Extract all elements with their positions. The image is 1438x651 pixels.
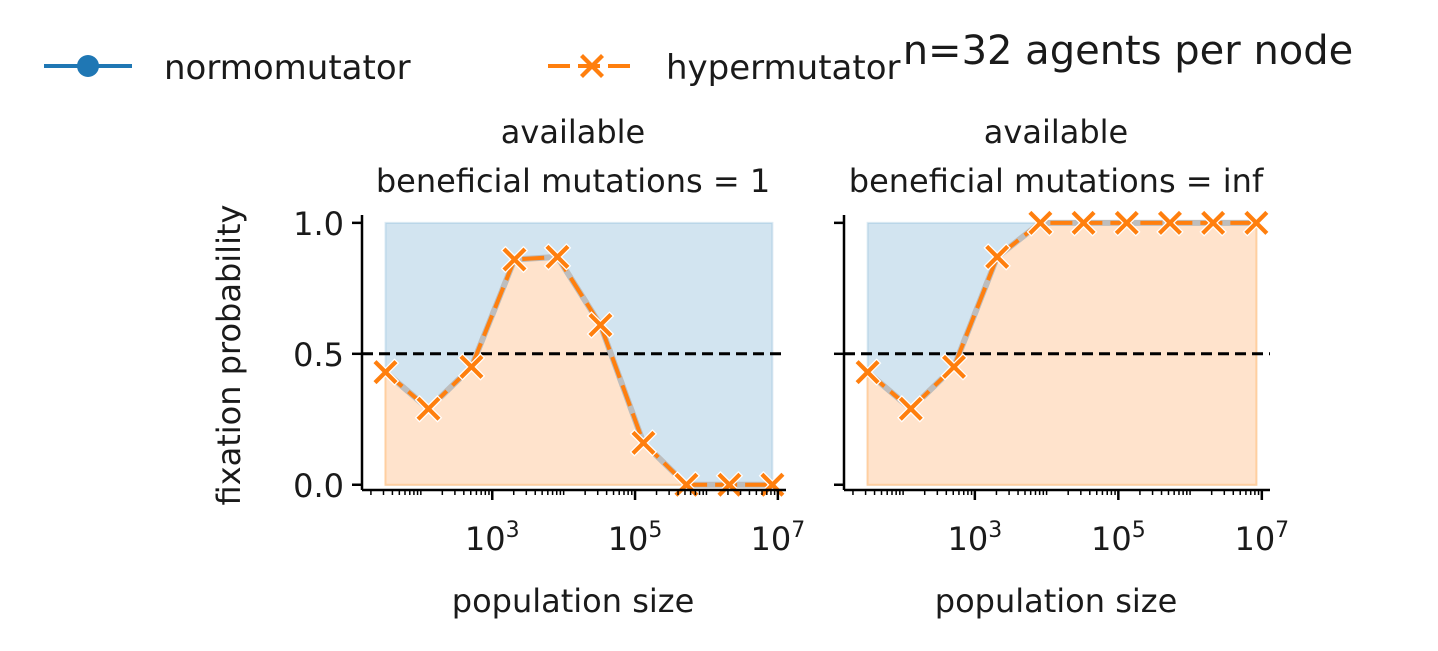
legend-label-hypermutator: hypermutator [666, 48, 901, 88]
panel-2-point-2 [940, 353, 968, 381]
panel-1-point-2 [457, 353, 486, 381]
panel-1: available beneficial mutations = 1 0.00.… [293, 113, 805, 620]
panel-1-point-4 [543, 243, 572, 271]
panel-1-title-line1: available [501, 113, 645, 151]
panel-2-x-tick-label-2: 107 [1234, 518, 1289, 558]
panel-2-point-0 [853, 358, 882, 386]
legend-entry-normomutator: normomutator [44, 48, 411, 88]
legend-label-normomutator: normomutator [164, 48, 411, 88]
legend-entry-hypermutator: hypermutator [548, 48, 901, 88]
panel-1-x-axis-label: population size [452, 582, 695, 620]
panel-2-point-8 [1199, 209, 1227, 237]
panel-1-point-1 [414, 395, 443, 423]
panel-2-point-4 [1026, 209, 1055, 237]
panel-2-plot: 103 105 107 [834, 209, 1289, 558]
panel-1-point-6 [629, 429, 658, 457]
panel-2-x-tick-label-1: 105 [1091, 518, 1146, 558]
legend-marker-normomutator [77, 55, 99, 77]
panel-1-plot: 0.0 0.5 1.0 103 105 107 [293, 205, 805, 558]
panel-1-x-tick-label-0: 103 [465, 518, 520, 558]
panel-2-point-3 [983, 243, 1011, 271]
panel-1-x-tick-label-2: 107 [751, 518, 806, 558]
panel-2-point-1 [897, 395, 925, 423]
panel-2-hypermutator-line [866, 220, 1257, 411]
panel-1-point-5 [586, 311, 615, 339]
panel-2-point-7 [1156, 209, 1184, 237]
panel-1-y-tick-label-2: 1.0 [293, 205, 344, 243]
panel-2-x-axis-label: population size [935, 582, 1178, 620]
panel-2: available beneficial mutations = inf 103… [834, 113, 1289, 620]
panel-1-y-tick-label-1: 0.5 [293, 336, 344, 374]
panel-1-x-tick-label-1: 105 [608, 518, 663, 558]
panel-2-point-5 [1069, 209, 1098, 237]
y-axis-label: fixation probability [210, 205, 248, 506]
panel-1-point-0 [371, 358, 400, 386]
legend: normomutator hypermutator [44, 48, 901, 88]
figure-title: n=32 agents per node [903, 28, 1354, 74]
panel-2-point-9 [1242, 209, 1271, 237]
panel-1-y-tick-label-0: 0.0 [293, 467, 344, 505]
panel-1-title-line2: beneficial mutations = 1 [376, 162, 770, 200]
panel-2-title-line1: available [984, 113, 1128, 151]
panel-2-title-line2: beneficial mutations = inf [849, 162, 1264, 200]
panel-1-point-3 [500, 245, 529, 274]
panel-1-hypermutator-line [384, 254, 773, 487]
legend-marker-hypermutator [580, 54, 604, 78]
panel-2-x-tick-label-0: 103 [947, 518, 1002, 558]
panel-2-point-6 [1113, 209, 1141, 237]
